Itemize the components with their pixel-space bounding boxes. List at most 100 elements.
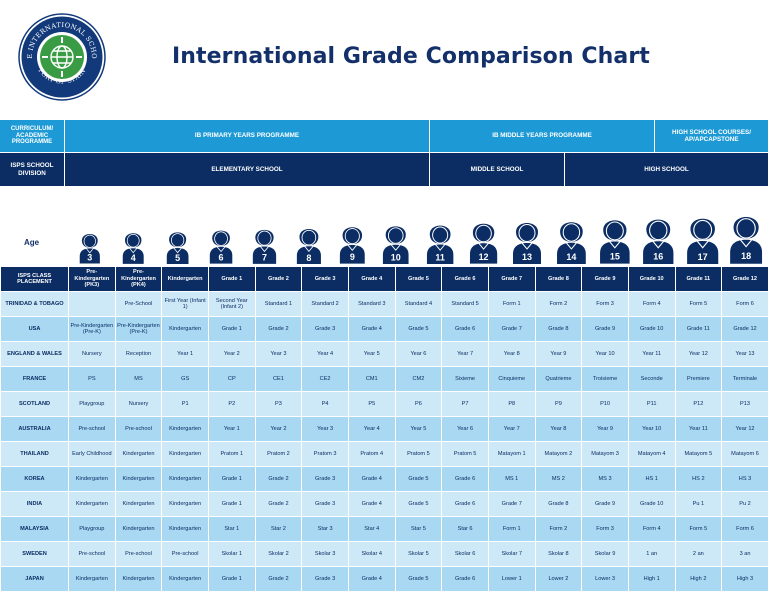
table-cell: Grade 2 (254, 566, 303, 592)
table-cell: Year 10 (581, 341, 629, 367)
row-country-label: JAPAN (0, 566, 69, 592)
row-country-label: USA (0, 316, 69, 342)
column-header: Grade 12 (721, 266, 768, 292)
table-cell: Grade 11 (674, 316, 723, 342)
table-cell: Year 1 (161, 341, 209, 367)
table-cell: Grade 2 (254, 491, 303, 517)
table-cell: Year 11 (627, 341, 676, 367)
table-cell: Year 5 (394, 416, 443, 442)
curriculum-label: CURRICULUM/ ACADEMIC PROGRAMME (0, 120, 64, 152)
table-row: FRANCE PS MS GS CP CE1 CE2 CM1 CM2 Sixieme Cinquie… (0, 366, 768, 392)
table-cell: Skolar 8 (534, 541, 583, 567)
age-value: 12 (479, 252, 489, 262)
age-value: 11 (435, 252, 445, 262)
table-cell: Grade 6 (441, 566, 489, 592)
table-cell: P8 (487, 391, 536, 417)
table-cell: Grade 8 (534, 316, 583, 342)
row-country-label: INDIA (0, 491, 69, 517)
table-cell (68, 291, 116, 317)
logo-rays (42, 37, 82, 77)
division-elementary: ELEMENTARY SCHOOL (65, 153, 429, 186)
table-cell: Pu 2 (721, 491, 768, 517)
table-cell: Grade 1 (207, 566, 256, 592)
table-cell: Kindergarten (161, 566, 209, 592)
table-cell: Grade 9 (581, 491, 629, 517)
table-cell: Premiere (674, 366, 723, 392)
table-cell: Form 3 (581, 291, 629, 317)
table-row: THAILAND Early Childhood Kindergarten Kinde… (0, 441, 768, 467)
table-cell: Standard 3 (347, 291, 396, 317)
table-cell: Grade 3 (301, 316, 349, 342)
table-cell: Grade 3 (301, 466, 349, 492)
row-country-label: ENGLAND & WALES (0, 341, 69, 367)
row-country-label: SWEDEN (0, 541, 69, 567)
table-row: TRINIDAD & TOBAGO Pre-School First Year (I… (0, 291, 768, 317)
table-cell: Pratom 5 (441, 441, 489, 467)
table-cell: Grade 10 (627, 316, 676, 342)
student-figure-icon: 8 (296, 228, 321, 264)
table-cell: Pu 1 (674, 491, 723, 517)
table-cell: Star 2 (254, 516, 303, 542)
table-cell: Matayom 6 (721, 441, 768, 467)
table-cell: Skolar 1 (207, 541, 256, 567)
student-figure-icon: 16 (643, 219, 674, 264)
table-cell: P4 (301, 391, 349, 417)
table-cell: Matayom 4 (627, 441, 676, 467)
table-cell: Star 5 (394, 516, 443, 542)
table-cell: Cinquieme (487, 366, 536, 392)
student-figure-icon: 6 (209, 231, 233, 264)
table-cell: Star 4 (347, 516, 396, 542)
table-cell: P12 (674, 391, 723, 417)
column-header: Grade 8 (534, 266, 583, 292)
table-cell: P10 (581, 391, 629, 417)
table-cell: Pre-school (114, 416, 163, 442)
table-cell: Seconde (627, 366, 676, 392)
age-value: 13 (522, 252, 532, 262)
row-country-label: KOREA (0, 466, 69, 492)
row-country-label: SCOTLAND (0, 391, 69, 417)
table-cell: Kindergarten (161, 441, 209, 467)
student-figure-icon: 14 (556, 221, 586, 264)
table-cell: Grade 3 (301, 566, 349, 592)
table-cell: CE1 (254, 366, 303, 392)
table-cell: P7 (441, 391, 489, 417)
table-cell: Skolar 6 (441, 541, 489, 567)
table-cell: Year 8 (487, 341, 536, 367)
table-cell: Year 12 (674, 341, 723, 367)
table-row: ENGLAND & WALES Nursery Reception Year 1 Yea… (0, 341, 768, 367)
table-cell: Year 11 (674, 416, 723, 442)
table-cell: Pre-school (161, 541, 209, 567)
table-cell: Year 7 (441, 341, 489, 367)
table-cell: Grade 4 (347, 491, 396, 517)
table-cell: Form 5 (674, 516, 723, 542)
table-cell: Year 2 (207, 341, 256, 367)
table-cell: HS 1 (627, 466, 676, 492)
table-cell: 1 an (627, 541, 676, 567)
table-cell: CM2 (394, 366, 443, 392)
table-cell: Skolar 2 (254, 541, 303, 567)
table-cell: Year 9 (534, 341, 583, 367)
age-value: 7 (262, 253, 267, 263)
table-cell: Kindergarten (161, 491, 209, 517)
student-figure-icon: 7 (253, 229, 277, 264)
table-cell: CM1 (347, 366, 396, 392)
student-figure-icon: 15 (600, 220, 630, 264)
table-cell: PS (68, 366, 116, 392)
table-row: JAPAN Kindergarten Kindergarten Kindergarte… (0, 566, 768, 592)
table-cell: P3 (254, 391, 303, 417)
table-row: SCOTLAND Playgroup Nursery P1 P2 P3 P4 P5 P6 P7 P8… (0, 391, 768, 417)
table-cell: Quatrieme (534, 366, 583, 392)
division-label: ISPS SCHOOL DIVISION (0, 153, 64, 186)
student-figure-icon: 10 (383, 226, 409, 264)
table-row: MALAYSIA Playgroup Kindergarten Kindergarte… (0, 516, 768, 542)
table-cell: Lower 1 (487, 566, 536, 592)
table-cell: Grade 2 (254, 466, 303, 492)
column-header: Grade 5 (394, 266, 443, 292)
column-header: Grade 2 (254, 266, 303, 292)
table-cell: Grade 1 (207, 491, 256, 517)
table-cell: MS (114, 366, 163, 392)
table-cell: Terminale (721, 366, 768, 392)
table-cell: Grade 5 (394, 316, 443, 342)
table-cell: P9 (534, 391, 583, 417)
age-value: 9 (350, 252, 355, 262)
